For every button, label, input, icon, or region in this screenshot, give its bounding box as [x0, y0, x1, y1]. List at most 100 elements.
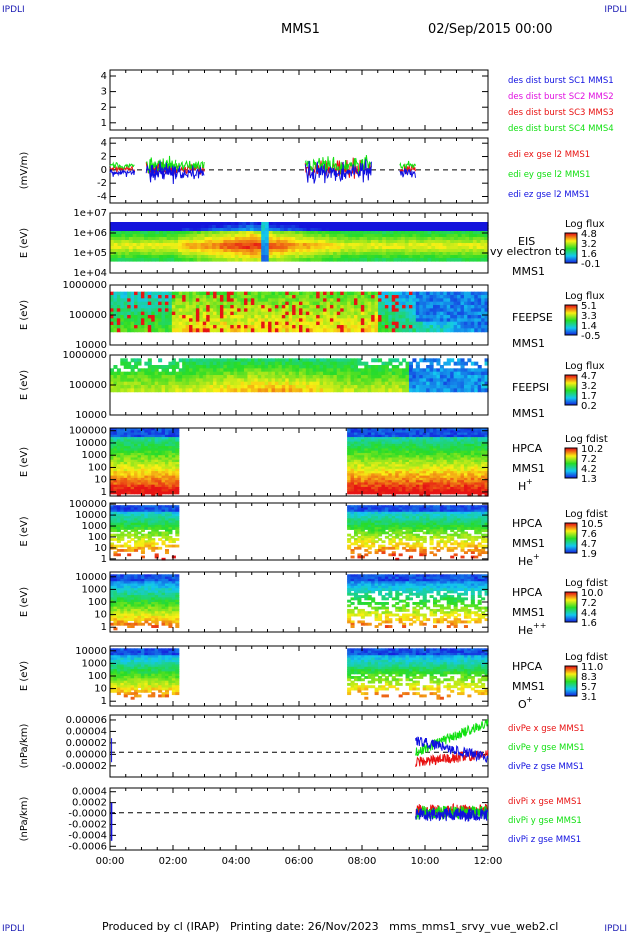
heatmap-cell — [463, 371, 468, 376]
heatmap-cell — [474, 375, 479, 379]
heatmap-cell — [116, 308, 121, 313]
heatmap-cell — [178, 231, 183, 235]
heatmap-cell — [140, 491, 145, 495]
heatmap-cell — [326, 368, 331, 373]
heatmap-cell — [261, 255, 266, 259]
heatmap-cell — [171, 455, 176, 459]
heatmap-cell — [144, 475, 149, 479]
heatmap-cell — [477, 381, 482, 386]
heatmap-cell — [281, 371, 286, 376]
heatmap-cell — [280, 243, 285, 247]
heatmap-cell — [151, 243, 156, 247]
heatmap-cell — [110, 448, 115, 452]
heatmap-cell — [246, 246, 251, 250]
heatmap-cell — [299, 231, 304, 235]
heatmap-cell — [209, 308, 214, 313]
heatmap-cell — [360, 441, 365, 445]
heatmap-cell — [384, 325, 389, 329]
heatmap-cell — [439, 368, 444, 373]
heatmap-cell — [405, 325, 410, 329]
heatmap-cell — [287, 258, 293, 262]
heatmap-cell — [350, 466, 355, 470]
heatmap-cell — [175, 489, 180, 493]
heatmap-cell — [408, 308, 413, 313]
heatmap-cell — [226, 365, 231, 369]
heatmap-cell — [144, 305, 149, 309]
heatmap-cell — [185, 225, 190, 229]
heatmap-cell — [195, 358, 200, 363]
heatmap-cell — [460, 378, 465, 383]
heatmap-cell — [185, 291, 190, 296]
heatmap-cell — [182, 308, 187, 313]
heatmap-cell — [378, 240, 383, 244]
heatmap-cell — [144, 368, 149, 373]
heatmap-cell — [457, 255, 463, 259]
heatmap-cell — [223, 225, 228, 229]
heatmap-cell — [401, 249, 406, 253]
heatmap-cell — [151, 428, 156, 431]
heatmap-cell — [281, 311, 286, 316]
heatmap-cell — [384, 441, 389, 445]
heatmap-cell — [477, 325, 482, 329]
heatmap-cell — [357, 486, 362, 490]
heatmap-cell — [261, 388, 266, 393]
heatmap-cell — [316, 378, 321, 383]
heatmap-cell — [443, 318, 448, 323]
heatmap-cell — [295, 368, 300, 373]
heatmap-cell — [457, 385, 462, 389]
heatmap-cell — [151, 328, 156, 333]
heatmap-cell — [116, 457, 121, 461]
heatmap-cell — [467, 321, 472, 326]
heatmap-cell — [431, 228, 436, 232]
heatmap-cell — [130, 480, 135, 483]
heatmap-cell — [219, 325, 224, 329]
heatmap-cell — [147, 484, 152, 488]
heatmap-cell — [450, 222, 455, 226]
heatmap-cell — [426, 298, 431, 303]
heatmap-cell — [306, 231, 311, 235]
heatmap-cell — [175, 464, 180, 468]
heatmap-cell — [127, 464, 132, 468]
heatmap-cell — [174, 228, 179, 232]
heatmap-cell — [446, 308, 451, 313]
heatmap-cell — [374, 298, 379, 303]
heatmap-cell — [199, 291, 204, 296]
heatmap-cell — [182, 321, 187, 326]
heatmap-cell — [374, 228, 379, 232]
heatmap-cell — [317, 237, 323, 241]
heatmap-cell — [261, 325, 266, 329]
heatmap-cell — [168, 308, 173, 313]
heatmap-cell — [453, 255, 459, 259]
heatmap-cell — [439, 321, 444, 326]
heatmap-cell — [164, 477, 170, 481]
heatmap-cell — [200, 258, 206, 262]
heatmap-cell — [247, 301, 252, 306]
heatmap-cell — [170, 234, 175, 238]
heatmap-cell — [364, 381, 369, 386]
heatmap-cell — [147, 452, 152, 456]
y-tick-label: -2 — [97, 178, 107, 189]
heatmap-cell — [309, 295, 314, 299]
heatmap-cell — [344, 246, 349, 250]
heatmap-cell — [206, 328, 211, 333]
heatmap-cell — [374, 325, 379, 329]
heatmap-cell — [367, 246, 372, 250]
heatmap-cell — [219, 368, 224, 373]
heatmap-cell — [476, 237, 482, 241]
heatmap-cell — [312, 328, 317, 333]
heatmap-cell — [291, 222, 296, 226]
colorbar-cell — [565, 316, 577, 318]
heatmap-cell — [484, 249, 489, 253]
heatmap-cell — [246, 234, 251, 238]
heatmap-cell — [347, 388, 352, 393]
heatmap-cell — [113, 375, 118, 379]
heatmap-cell — [470, 308, 475, 313]
heatmap-cell — [412, 249, 417, 253]
heatmap-cell — [398, 375, 403, 379]
heatmap-cell — [240, 361, 245, 366]
heatmap-cell — [367, 446, 372, 449]
heatmap-cell — [302, 246, 308, 250]
heatmap-cell — [175, 452, 180, 456]
heatmap-cell — [209, 305, 214, 309]
heatmap-cell — [178, 325, 183, 329]
